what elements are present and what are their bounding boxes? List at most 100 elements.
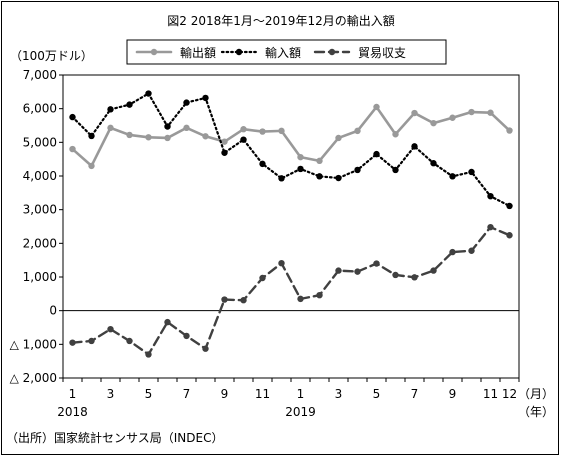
data-point	[373, 103, 380, 111]
data-point	[335, 134, 342, 142]
y-tick-label: △ 1,000	[10, 337, 57, 351]
data-point	[449, 173, 456, 180]
data-point	[373, 260, 380, 267]
data-point	[278, 259, 285, 267]
data-point	[221, 296, 228, 303]
data-point	[278, 127, 285, 135]
legend-swatch-marker	[235, 48, 243, 56]
x-tick-label: 7	[183, 387, 191, 401]
series-line	[71, 225, 511, 356]
data-point	[468, 247, 475, 254]
legend-label: 貿易収支	[358, 46, 406, 60]
data-point	[107, 106, 114, 113]
y-tick-label: 3,000	[23, 203, 57, 217]
data-point	[145, 90, 152, 97]
data-point	[183, 124, 190, 132]
data-point	[354, 166, 361, 174]
y-tick-label: 1,000	[23, 270, 57, 284]
data-point	[69, 113, 76, 121]
data-point	[316, 157, 323, 165]
y-tick-label: 4,000	[23, 169, 57, 183]
data-point	[506, 202, 513, 210]
data-point	[278, 175, 285, 182]
data-point	[145, 351, 152, 358]
data-point	[411, 109, 418, 117]
y-tick-label: △ 2,000	[10, 371, 57, 385]
data-point	[297, 153, 304, 161]
data-point	[202, 94, 209, 102]
year-label: 2018	[57, 405, 88, 419]
legend-label: 輸出額	[180, 45, 216, 60]
legend-swatch-marker	[150, 48, 158, 56]
data-point	[164, 123, 171, 130]
data-point	[449, 114, 456, 121]
legend-item-3: 貿易収支	[313, 46, 406, 60]
data-point	[506, 127, 513, 134]
x-tick-label: 3	[335, 387, 343, 401]
x-tick-label: 7	[411, 387, 419, 401]
data-point	[354, 268, 361, 275]
series-layer	[69, 90, 513, 358]
data-point	[468, 168, 475, 176]
data-point	[297, 295, 304, 303]
data-point	[240, 136, 247, 143]
data-point	[487, 223, 494, 231]
series-3	[69, 223, 513, 358]
plot-area-border	[62, 74, 520, 379]
data-point	[202, 345, 209, 352]
x-unit-month: （月）	[518, 387, 554, 401]
data-point	[335, 174, 342, 182]
legend-swatch-marker	[328, 48, 336, 56]
data-point	[240, 297, 247, 304]
x-tick-label: 9	[221, 387, 229, 401]
data-point	[259, 274, 266, 282]
data-point	[88, 162, 95, 170]
data-point	[221, 149, 228, 156]
data-point	[316, 173, 323, 180]
legend-label: 輸入額	[265, 45, 301, 60]
x-tick-label: 5	[145, 387, 153, 401]
data-point	[164, 318, 171, 326]
axes: 7,000 6,000 5,000 4,000 3,000 2,000 1,000 0 △ 1,…	[10, 68, 520, 419]
data-point	[183, 99, 190, 106]
series-line	[71, 92, 511, 208]
data-point	[468, 108, 475, 116]
data-point	[69, 145, 76, 153]
data-point	[392, 131, 399, 138]
data-point	[107, 124, 114, 132]
data-point	[411, 274, 418, 281]
x-tick-label: 11	[255, 387, 270, 401]
data-point	[487, 109, 494, 116]
y-tick-label: 2,000	[23, 236, 57, 250]
x-tick-label: 1	[69, 387, 77, 401]
data-point	[430, 267, 437, 274]
x-tick-label: 12	[502, 387, 517, 401]
chart-title: 図2 2018年1月～2019年12月の輸出入額	[167, 13, 394, 28]
x-tick-label: 1	[297, 387, 305, 401]
x-unit-year: （年）	[518, 405, 554, 419]
data-point	[449, 248, 456, 256]
data-point	[354, 127, 361, 135]
data-point	[107, 325, 114, 333]
y-tick-label: 5,000	[23, 135, 57, 149]
legend-item-2: 輸入額	[220, 45, 301, 60]
data-point	[259, 160, 266, 168]
data-point	[259, 128, 266, 135]
data-point	[126, 101, 133, 108]
data-point	[240, 126, 247, 133]
y-unit-label: （100万ドル）	[10, 49, 93, 63]
x-tick-label: 9	[449, 387, 457, 401]
data-point	[506, 232, 513, 239]
source-note: （出所）国家統計センサス局（INDEC）	[6, 430, 223, 445]
x-tick-label: 5	[373, 387, 381, 401]
data-point	[430, 119, 437, 127]
data-point	[297, 165, 304, 173]
data-point	[88, 132, 95, 140]
series-1	[69, 103, 513, 170]
data-point	[145, 134, 152, 141]
y-tick-label: 0	[49, 304, 57, 318]
series-line	[71, 105, 511, 168]
data-point	[335, 267, 342, 274]
